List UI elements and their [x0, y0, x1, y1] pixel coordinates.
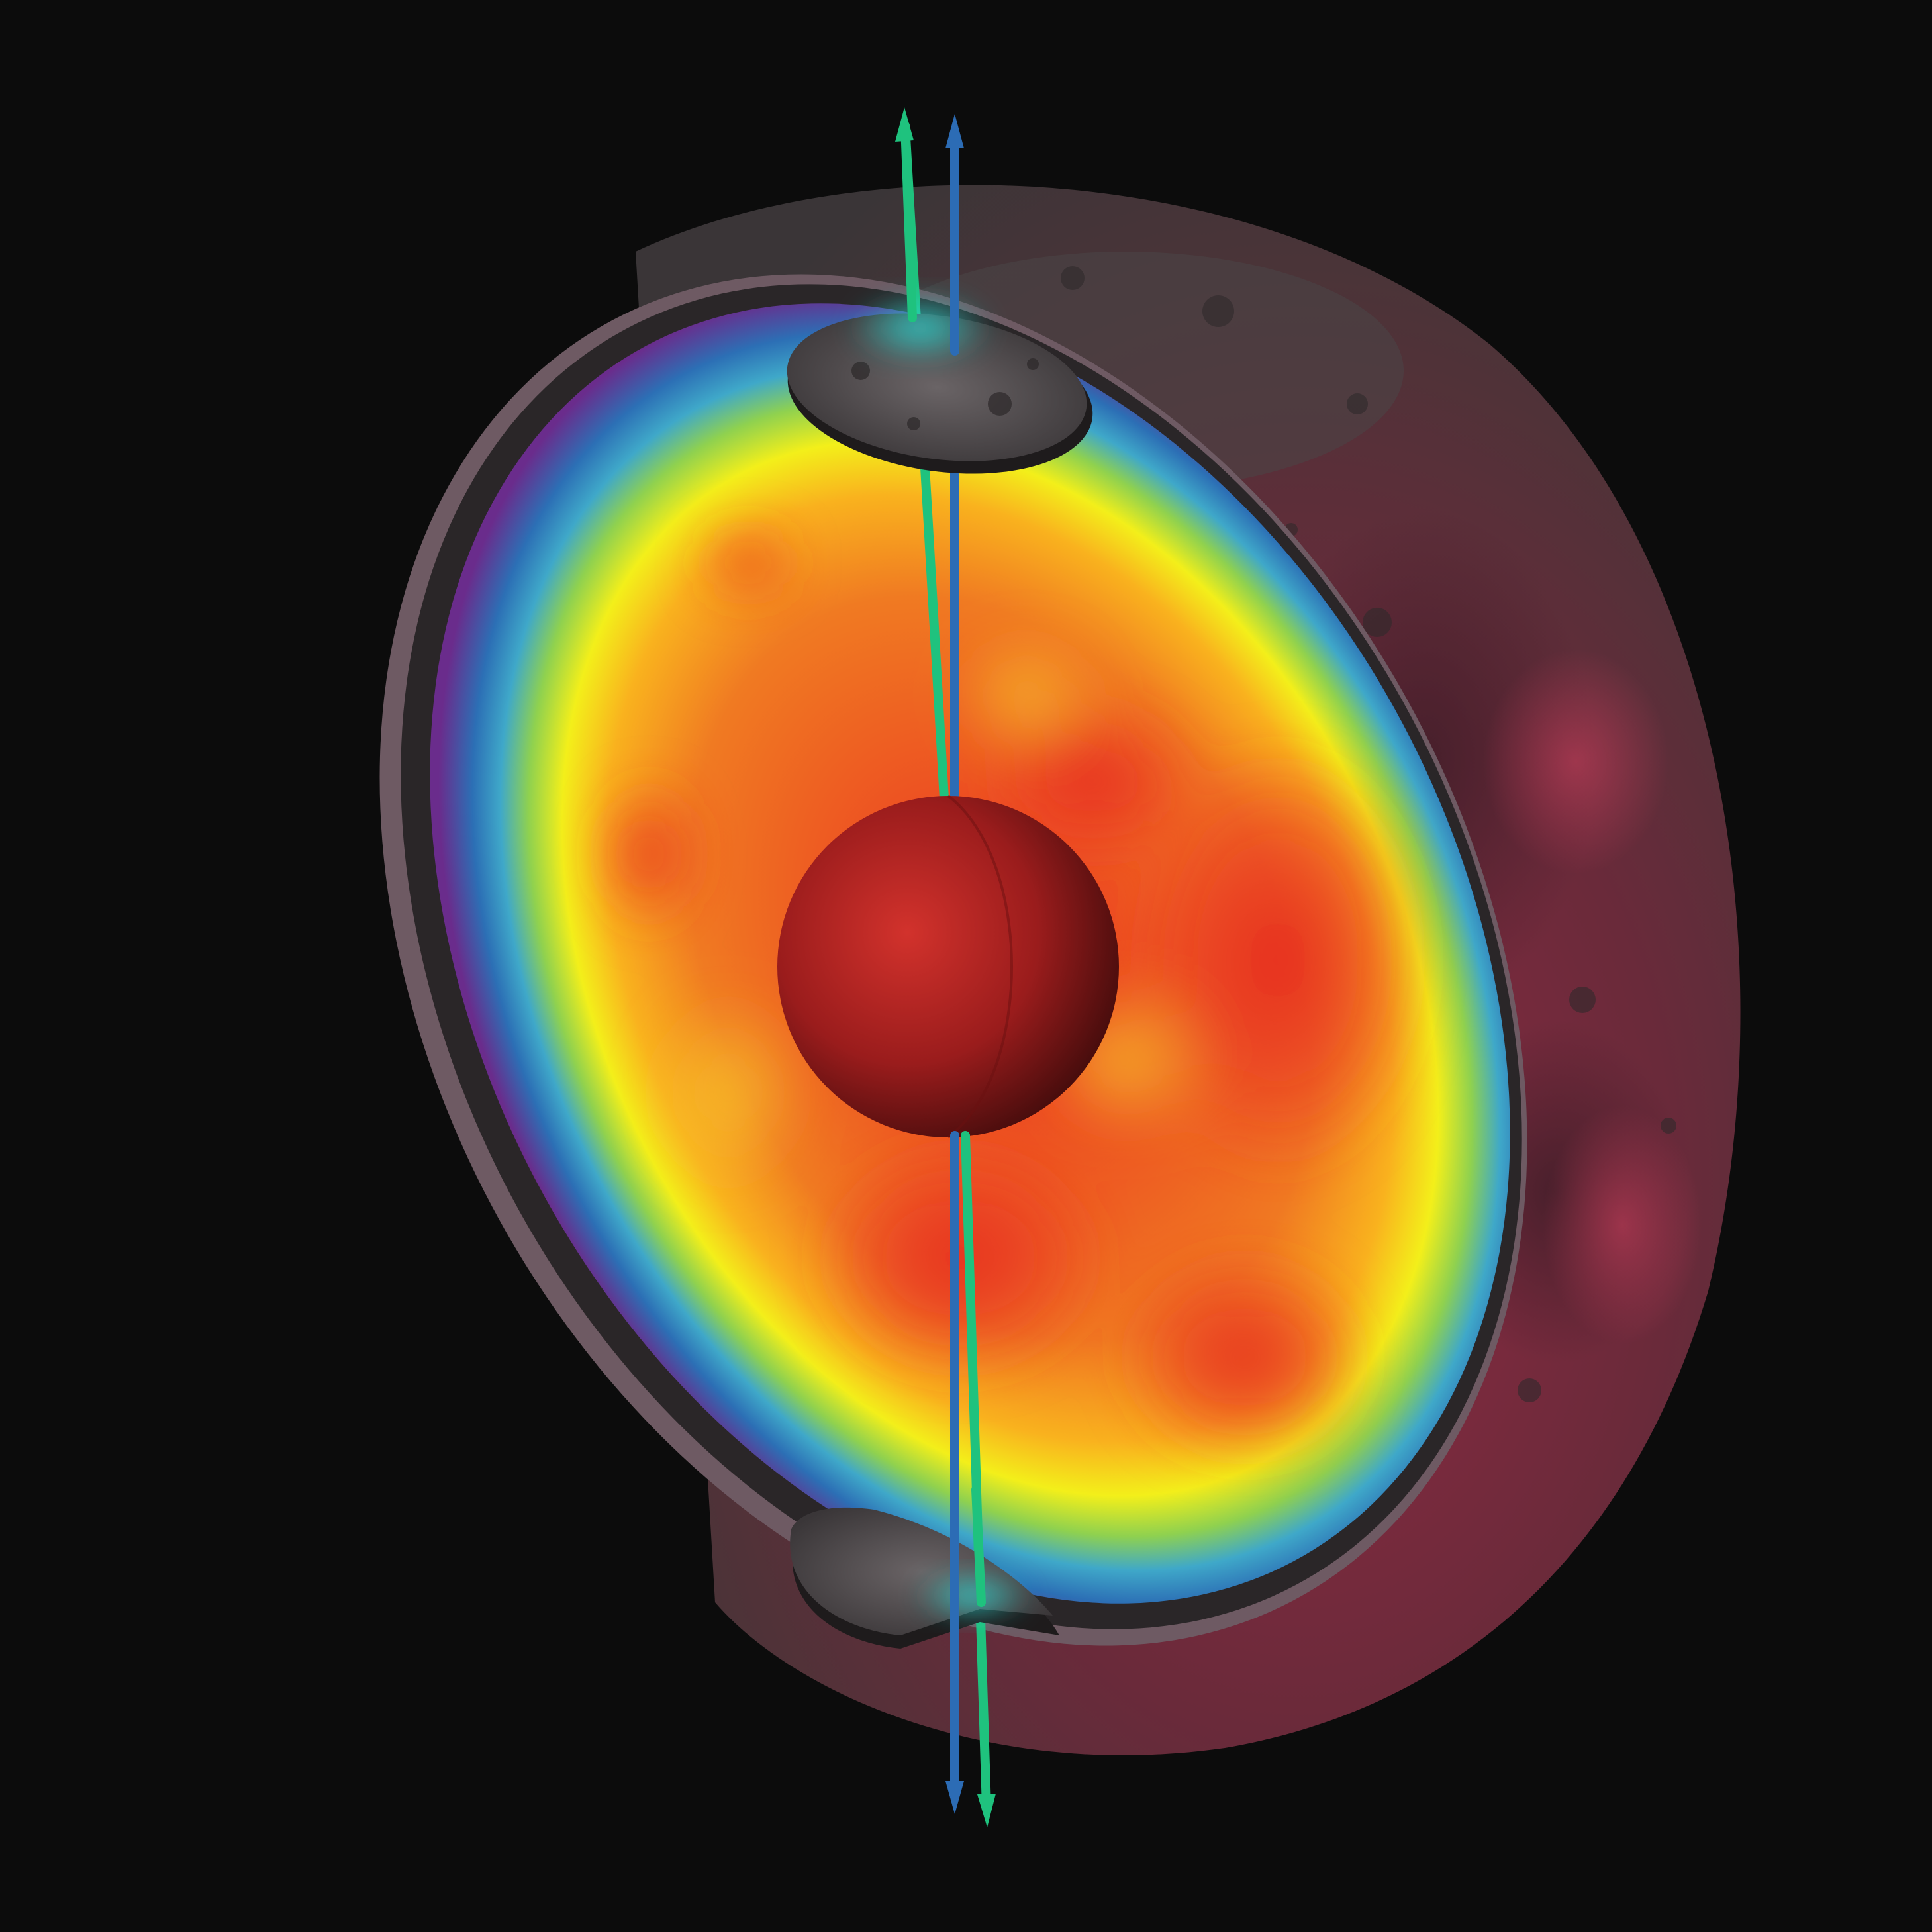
green-axis-lower: [961, 1131, 991, 1812]
north-polar-disk: [787, 291, 1093, 474]
blue-axis-bottom-arrow-icon: [945, 1781, 964, 1814]
rotation-axes-lower: [945, 1131, 996, 1827]
green-axis-bottom-arrow-icon: [977, 1794, 996, 1827]
south-polar-spot: [914, 1569, 1033, 1622]
core-sphere: [777, 795, 1119, 1139]
south-polar-disk: [790, 1507, 1059, 1649]
north-polar-spot: [847, 291, 993, 364]
